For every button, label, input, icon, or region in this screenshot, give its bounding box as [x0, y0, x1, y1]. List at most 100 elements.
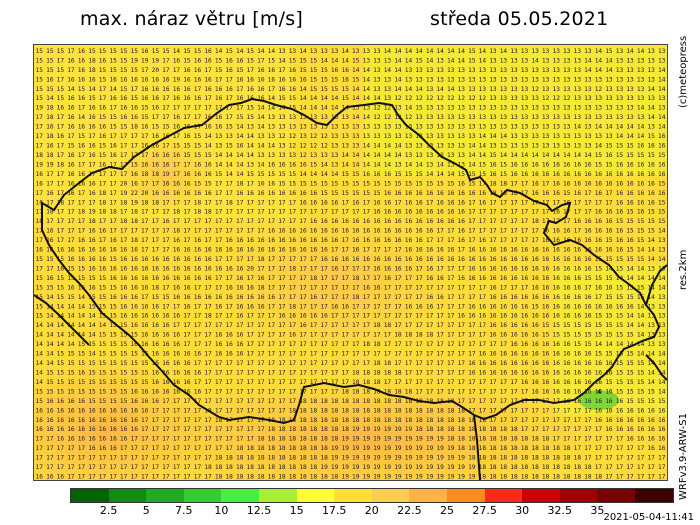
grid-value: 17 — [278, 218, 286, 225]
grid-value: 19 — [342, 474, 350, 481]
grid-value: 16 — [489, 351, 497, 358]
grid-value: 17 — [510, 209, 518, 216]
grid-value: 18 — [553, 455, 561, 462]
grid-value: 14 — [268, 143, 276, 150]
grid-value: 13 — [531, 95, 539, 102]
grid-value: 13 — [447, 161, 455, 168]
grid-value: 18 — [236, 455, 244, 462]
grid-value: 13 — [458, 105, 466, 112]
grid-value: 16 — [331, 218, 339, 225]
grid-value: 17 — [363, 351, 371, 358]
grid-value: 18 — [510, 436, 518, 443]
grid-value: 19 — [468, 464, 476, 471]
grid-value: 18 — [574, 455, 582, 462]
grid-value: 16 — [225, 247, 233, 254]
grid-value: 15 — [616, 256, 624, 263]
grid-value: 16 — [88, 407, 96, 414]
grid-value: 16 — [183, 284, 191, 291]
grid-value: 18 — [363, 379, 371, 386]
grid-value: 13 — [553, 124, 561, 131]
grid-value: 16 — [236, 341, 244, 348]
grid-value: 15 — [67, 275, 75, 282]
grid-value: 17 — [131, 152, 139, 159]
grid-value: 17 — [521, 398, 529, 405]
grid-value: 13 — [384, 95, 392, 102]
grid-value: 15 — [194, 143, 202, 150]
grid-value: 13 — [215, 133, 223, 140]
grid-value: 18 — [553, 464, 561, 471]
grid-value: 15 — [88, 95, 96, 102]
grid-value: 19 — [405, 455, 413, 462]
grid-value: 17 — [141, 426, 149, 433]
grid-value: 17 — [141, 294, 149, 301]
grid-value: 16 — [141, 322, 149, 329]
grid-value: 17 — [88, 133, 96, 140]
grid-value: 13 — [595, 76, 603, 83]
grid-value: 16 — [637, 143, 645, 150]
grid-value: 15 — [120, 379, 128, 386]
grid-value: 13 — [595, 105, 603, 112]
grid-value: 17 — [320, 294, 328, 301]
grid-value: 17 — [67, 228, 75, 235]
grid-value: 17 — [289, 218, 297, 225]
grid-value: 15 — [36, 303, 44, 310]
grid-value: 13 — [289, 114, 297, 121]
grid-value: 14 — [373, 161, 381, 168]
grid-value: 15 — [36, 95, 44, 102]
grid-value: 16 — [67, 76, 75, 83]
grid-value: 16 — [468, 303, 476, 310]
colorbar-tick-label: 25 — [440, 504, 454, 517]
grid-value: 16 — [67, 407, 75, 414]
grid-value: 18 — [310, 455, 318, 462]
colorbar-tick-label: 35 — [590, 504, 604, 517]
grid-value: 16 — [152, 332, 160, 339]
grid-value: 16 — [616, 398, 624, 405]
grid-value: 14 — [447, 86, 455, 93]
grid-value: 16 — [67, 417, 75, 424]
grid-value: 19 — [342, 445, 350, 452]
grid-value: 17 — [447, 303, 455, 310]
grid-value: 13 — [500, 124, 508, 131]
grid-value: 18 — [225, 474, 233, 481]
grid-value: 17 — [510, 388, 518, 395]
grid-value: 13 — [605, 133, 613, 140]
grid-value: 14 — [531, 152, 539, 159]
grid-value: 17 — [183, 341, 191, 348]
grid-value: 16 — [268, 228, 276, 235]
grid-value: 14 — [67, 313, 75, 320]
grid-value: 16 — [225, 284, 233, 291]
grid-value: 16 — [236, 332, 244, 339]
grid-value: 17 — [215, 180, 223, 187]
grid-value: 13 — [405, 143, 413, 150]
grid-value: 16 — [131, 407, 139, 414]
grid-value: 16 — [574, 161, 582, 168]
grid-value: 16 — [626, 303, 634, 310]
grid-value: 16 — [120, 76, 128, 83]
grid-value: 16 — [162, 266, 170, 273]
grid-value: 17 — [247, 313, 255, 320]
grid-value: 16 — [236, 143, 244, 150]
grid-value: 18 — [215, 474, 223, 481]
grid-value: 15 — [531, 303, 539, 310]
grid-value: 16 — [88, 152, 96, 159]
grid-value: 16 — [605, 218, 613, 225]
grid-value: 16 — [626, 199, 634, 206]
grid-value: 16 — [553, 247, 561, 254]
grid-value: 13 — [542, 76, 550, 83]
grid-value: 17 — [257, 370, 265, 377]
grid-value: 16 — [141, 76, 149, 83]
grid-value: 17 — [162, 57, 170, 64]
grid-value: 13 — [479, 76, 487, 83]
grid-value: 16 — [162, 313, 170, 320]
grid-value: 15 — [131, 332, 139, 339]
grid-value: 15 — [99, 341, 107, 348]
grid-value: 18 — [120, 199, 128, 206]
grid-value: 17 — [236, 218, 244, 225]
grid-value: 15 — [57, 370, 65, 377]
grid-value: 18 — [257, 464, 265, 471]
grid-value: 15 — [99, 379, 107, 386]
grid-value: 16 — [215, 266, 223, 273]
grid-value: 17 — [57, 464, 65, 471]
country-border — [34, 97, 667, 480]
grid-value: 18 — [331, 474, 339, 481]
